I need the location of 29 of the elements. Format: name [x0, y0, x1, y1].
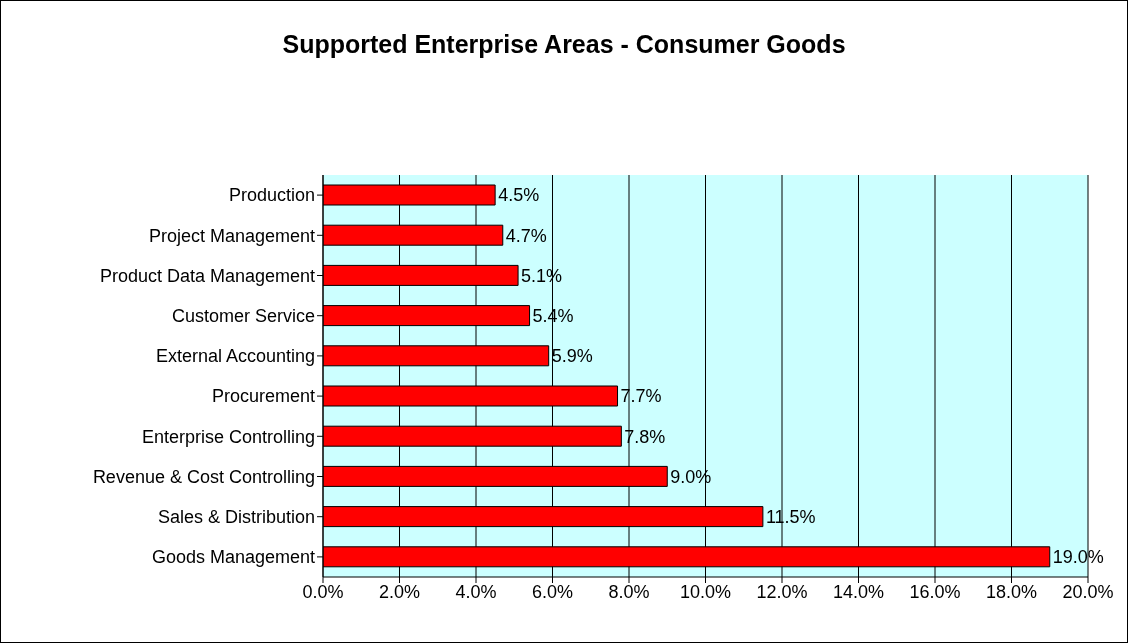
- x-tick-label: 16.0%: [909, 581, 961, 602]
- y-tick-label: External Accounting: [155, 346, 315, 367]
- y-tick-label: Product Data Management: [99, 265, 315, 286]
- data-label: 11.5%: [765, 506, 816, 527]
- data-label: 19.0%: [1052, 547, 1104, 568]
- y-tick-label: Production: [228, 185, 315, 206]
- y-tick-label: Project Management: [148, 225, 315, 246]
- x-tick-label: 18.0%: [985, 581, 1038, 602]
- y-tick-label: Procurement: [211, 386, 315, 407]
- x-tick-label: 10.0%: [679, 581, 732, 602]
- x-tick-label: 4.0%: [455, 581, 497, 602]
- x-tick-label: 12.0%: [756, 581, 808, 602]
- x-tick-label: 14.0%: [832, 581, 885, 602]
- y-tick-label: Sales & Distribution: [157, 507, 315, 528]
- data-label: 4.5%: [498, 185, 540, 206]
- y-tick-label: Goods Management: [151, 547, 315, 568]
- x-tick-label: 6.0%: [531, 581, 574, 602]
- x-tick-label: 2.0%: [378, 581, 421, 602]
- data-label: 4.7%: [505, 225, 547, 246]
- y-tick-label: Customer Service: [171, 306, 315, 327]
- x-tick-label: 8.0%: [608, 581, 650, 602]
- data-label: 7.8%: [624, 426, 666, 447]
- x-tick-label: 20.0%: [1062, 581, 1114, 602]
- y-tick-label: Revenue & Cost Controlling: [92, 466, 315, 487]
- data-label: 5.9%: [551, 346, 593, 367]
- x-tick-label: 0.0%: [302, 581, 344, 602]
- chart-title: Supported Enterprise Areas - Consumer Goods: [281, 30, 847, 59]
- y-tick-label: Enterprise Controlling: [141, 426, 315, 447]
- data-label: 7.7%: [620, 386, 662, 407]
